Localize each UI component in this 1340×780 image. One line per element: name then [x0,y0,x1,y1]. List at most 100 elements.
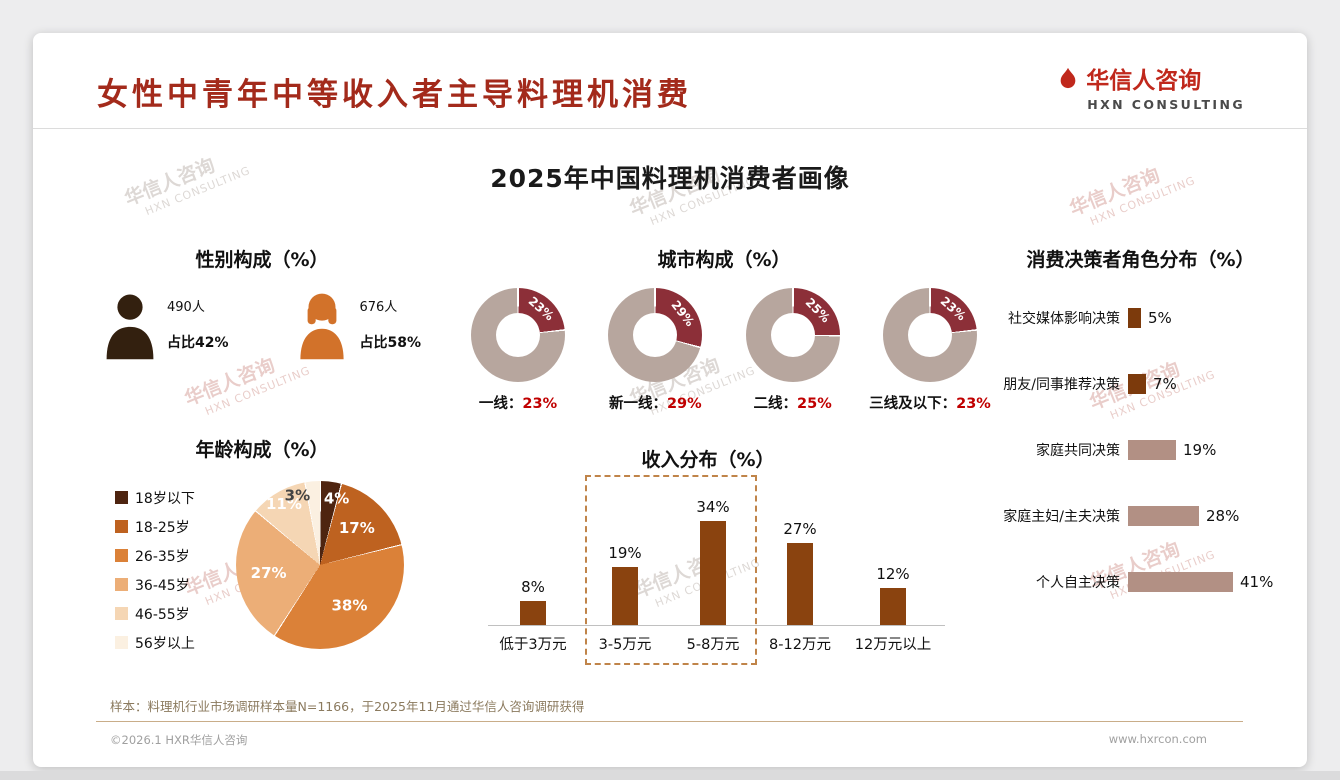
income-section-title: 收入分布（%） [641,449,775,471]
city-donut-row: 23% 一线：23% 29% 新一线：29% 25% 二线：25% 23% 三线及以下：23% [453,288,995,413]
age-section-title: 年龄构成（%） [195,439,329,461]
age-pie-label: 27% [250,564,287,583]
decision-value: 7% [1153,375,1177,393]
income-bar-value: 34% [696,498,730,516]
report-subtitle: 2025年中国料理机消费者画像 [490,164,850,193]
age-legend-item: 18-25岁 [115,512,195,541]
section-decision: 消费决策者角色分布（%） 社交媒体影响决策 5% 朋友/同事推荐决策 7% 家庭共同决策… [978,245,1303,636]
age-pie-chart: 4% 17% 38% 27% 11% 3% [236,481,404,649]
age-pie-label: 17% [338,519,375,538]
logo-name: 华信人咨询 [1086,68,1202,94]
copyright-text: ©2026.1 HXR华信人咨询 [110,733,248,747]
income-bar-value: 8% [521,578,545,596]
logo-icon [1060,67,1076,89]
page-title: 女性中青年中等收入者主导料理机消费 [97,77,692,113]
income-bar-value: 27% [783,520,817,538]
decision-section-title: 消费决策者角色分布（%） [1026,249,1255,271]
decision-label: 家庭共同决策 [1036,443,1120,459]
city-donut-3: 25% 二线：25% [728,288,858,413]
decision-label: 个人自主决策 [1036,575,1120,591]
decision-value: 41% [1240,573,1274,591]
male-share: 占比42% [167,335,229,351]
donut-chart: 29% [608,288,703,382]
decision-value: 28% [1206,507,1240,525]
donut-caption: 三线及以下：23% [869,396,991,412]
income-bar-value: 19% [608,544,642,562]
donut-caption: 二线：25% [753,396,832,412]
income-bar [612,567,638,625]
male-icon [106,294,154,360]
income-highlight-box [585,475,757,665]
legend-label: 18-25岁 [135,519,190,536]
female-share: 占比58% [359,335,421,351]
income-bar-value: 12% [876,565,910,583]
age-legend-item: 36-45岁 [115,570,195,599]
donut-chart: 23% [882,288,977,382]
income-category-label: 8-12万元 [769,637,831,653]
decision-label: 朋友/同事推荐决策 [1003,377,1120,393]
logo-tagline: HXN CONSULTING [1087,97,1245,112]
age-pie-label: 4% [323,489,350,508]
decision-row: 社交媒体影响决策 5% [978,306,1303,330]
decision-row: 个人自主决策 41% [978,570,1303,594]
income-bar-slot: 34% [668,498,758,625]
donut-caption: 新一线：29% [608,396,702,412]
legend-label: 26-35岁 [135,548,190,565]
website-text: www.hxrcon.com [1108,732,1207,746]
income-chart-area: 8% 低于3万元 19% 3-5万元 34% 5-8万元 27% 8-12万元 12% 12万元以… [488,447,945,653]
female-count: 676人 [359,300,398,315]
income-category-label: 低于3万元 [499,637,567,653]
legend-swatch [115,549,128,562]
legend-swatch [115,491,128,504]
decision-row: 家庭共同决策 19% [978,438,1303,462]
footer-divider [96,721,1243,722]
female-icon [300,293,345,360]
legend-swatch [115,636,128,649]
section-age: 年龄构成（%） 18岁以下 18-25岁 26-35岁 36-45岁 46-55岁 56岁… [97,435,442,730]
decision-rows: 社交媒体影响决策 5% 朋友/同事推荐决策 7% 家庭共同决策 19% 家庭主妇/主夫决策 2… [978,306,1303,594]
legend-swatch [115,578,128,591]
income-category-label: 12万元以上 [854,637,932,653]
decision-bar [1128,308,1141,328]
income-category-label: 5-8万元 [686,637,740,653]
decision-label: 家庭主妇/主夫决策 [1003,509,1120,525]
decision-value: 19% [1183,441,1217,459]
gender-section-title: 性别构成（%） [195,249,329,271]
income-bar-slot: 19% [580,544,670,625]
city-donut-2: 29% 新一线：29% [590,288,720,413]
income-bar-slot: 12% [848,565,938,625]
decision-bar [1128,374,1146,394]
decision-value: 5% [1148,309,1172,327]
section-income: 收入分布（%） 8% 低于3万元 19% 3-5万元 34% 5-8万元 27% 8-12万元… [463,445,953,685]
decision-bar [1128,572,1233,592]
age-pie-label: 11% [265,494,302,513]
age-legend-item: 46-55岁 [115,599,195,628]
city-donut-1: 23% 一线：23% [453,288,583,413]
income-bar [880,588,906,625]
legend-label: 36-45岁 [135,577,190,594]
city-section-title: 城市构成（%） [657,249,791,271]
company-logo: 华信人咨询 HXN CONSULTING [1057,61,1245,112]
donut-chart: 25% [745,288,840,382]
section-city: 城市构成（%） 23% 一线：23% 29% 新一线：29% 25% 二线：25% 23% 三… [453,245,995,413]
age-pie-label: 3% [284,486,311,505]
section-gender: 性别构成（%） 490人 占比42% [97,245,427,360]
slide-card: 华信人咨询 HXN CONSULTING 华信人咨询 HXN CONSULTING … [33,33,1307,767]
decision-row: 朋友/同事推荐决策 7% [978,372,1303,396]
age-legend-item: 56岁以上 [115,628,195,657]
income-bar [787,543,813,625]
header-divider [33,128,1307,129]
age-legend: 18岁以下 18-25岁 26-35岁 36-45岁 46-55岁 56岁以上 [115,483,195,657]
income-category-label: 3-5万元 [598,637,652,653]
decision-row: 家庭主妇/主夫决策 28% [978,504,1303,528]
city-donut-4: 23% 三线及以下：23% [865,288,995,413]
donut-chart: 23% [471,288,565,382]
age-legend-item: 18岁以下 [115,483,195,512]
income-bar [700,521,726,625]
income-bar-slot: 27% [755,520,845,625]
age-pie-label: 38% [331,596,368,615]
sample-footnote: 样本：料理机行业市场调研样本量N=1166，于2025年11月通过华信人咨询调研… [110,699,585,714]
income-bar [520,601,546,625]
legend-label: 18岁以下 [135,490,195,507]
male-count: 490人 [167,300,205,315]
